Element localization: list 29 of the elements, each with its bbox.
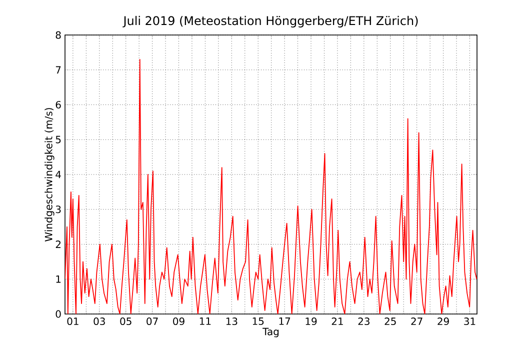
x-tick-label: 17 (279, 318, 290, 325)
line-series (65, 58, 478, 314)
y-tick-label: 6 (56, 100, 61, 109)
x-tick-label: 29 (438, 318, 449, 326)
y-axis-title: Windgeschwindigkeit (m/s) (44, 108, 54, 242)
x-tick-label: 01 (67, 318, 78, 326)
x-tick-label: 23 (358, 318, 370, 326)
x-tick-label: 09 (173, 318, 184, 326)
x-tick-label: 31 (464, 318, 476, 326)
x-tick-label: 21 (332, 318, 343, 325)
x-tick-label: 27 (411, 318, 422, 325)
y-tick-label: 1 (56, 275, 61, 283)
y-tick-label: 7 (56, 66, 61, 74)
x-tick-label: 13 (226, 318, 238, 326)
y-tick-label: 8 (56, 31, 61, 39)
x-tick-label: 19 (306, 318, 317, 326)
y-tick-label: 0 (56, 310, 61, 318)
x-tick-label: 15 (252, 318, 264, 325)
x-tick-label: 07 (146, 318, 158, 326)
x-tick-label: 05 (120, 318, 132, 326)
x-tick-label: 11 (200, 318, 211, 325)
x-tick-label: 03 (94, 318, 105, 326)
x-axis-title: Tag (262, 328, 279, 338)
chart-title: Juli 2019 (Meteostation Hönggerberg/ETH Zürich) (122, 16, 418, 28)
y-tick-label: 4 (56, 170, 61, 178)
y-tick-label: 3 (56, 206, 61, 214)
y-tick-label: 2 (56, 240, 60, 248)
y-tick-label: 5 (56, 136, 61, 144)
x-tick-label: 25 (384, 318, 396, 326)
